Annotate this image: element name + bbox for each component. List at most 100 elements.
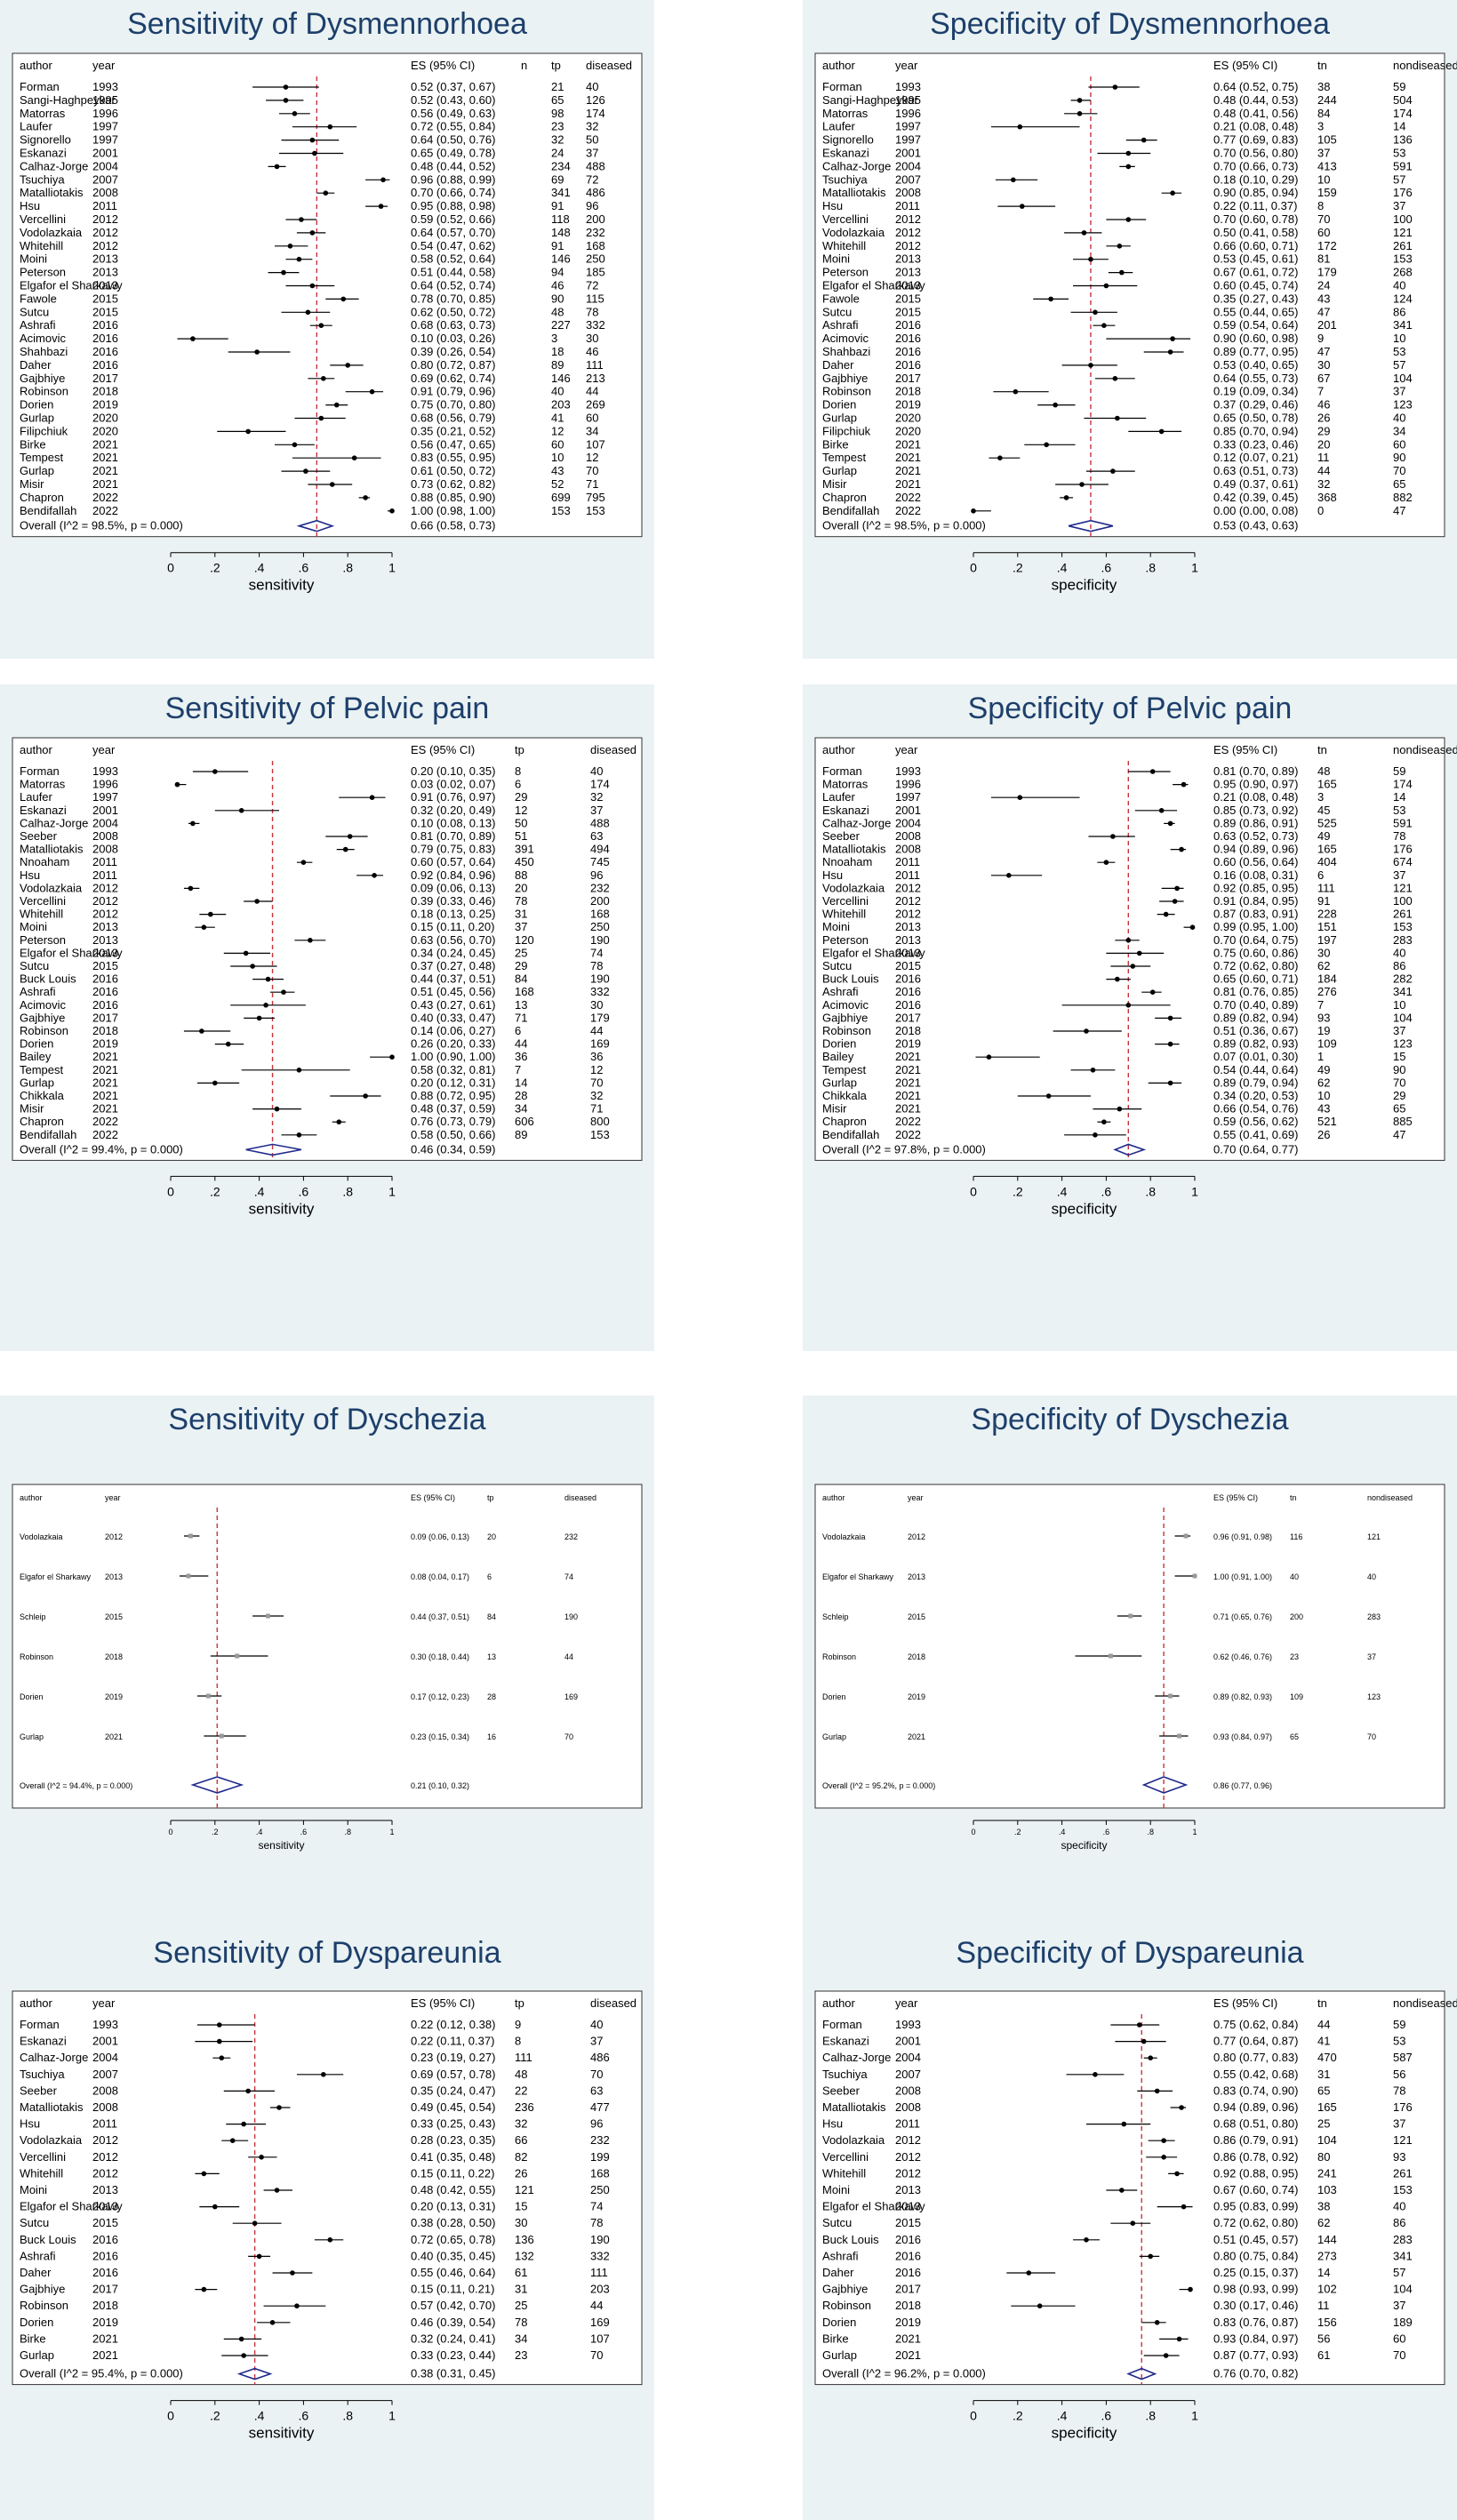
- study-count: 29: [1317, 424, 1330, 437]
- study-total: 57: [1393, 2266, 1405, 2279]
- study-total: 174: [1393, 778, 1413, 791]
- column-header: author: [822, 1996, 856, 2010]
- point-estimate: [1167, 1041, 1173, 1047]
- point-estimate: [1172, 899, 1178, 904]
- point-estimate: [1149, 769, 1156, 774]
- column-header: diseased: [590, 1996, 636, 2010]
- study-count: 159: [1317, 186, 1337, 199]
- point-estimate: [303, 468, 308, 474]
- overall-ci: 0.46 (0.34, 0.59): [411, 1142, 495, 1156]
- x-tick-label: .2: [212, 1828, 219, 1836]
- x-tick-label: .8: [1147, 1828, 1154, 1836]
- point-estimate: [1179, 846, 1184, 852]
- study-total: 14: [1393, 120, 1405, 133]
- study-author: Shahbazi: [20, 345, 68, 358]
- study-year: 2018: [895, 2299, 921, 2312]
- study-year: 2021: [895, 1089, 921, 1102]
- overall-label: Overall (I^2 = 96.2%, p = 0.000): [822, 2367, 986, 2380]
- study-ci: 0.33 (0.23, 0.46): [1213, 437, 1298, 451]
- study-diseased: 44: [586, 385, 598, 398]
- study-ci: 0.43 (0.27, 0.61): [411, 998, 495, 1012]
- study-count: 10: [1317, 1089, 1330, 1102]
- study-year: 2012: [92, 2133, 118, 2147]
- study-author: Forman: [822, 764, 862, 778]
- study-ci: 0.69 (0.62, 0.74): [411, 372, 495, 385]
- point-estimate: [256, 1015, 262, 1021]
- study-ci: 0.70 (0.66, 0.74): [411, 186, 495, 199]
- point-estimate: [216, 2022, 222, 2028]
- study-ci: 0.59 (0.56, 0.62): [1213, 1115, 1298, 1128]
- study-count: 3: [1317, 790, 1324, 804]
- study-author: Vodolazkaia: [822, 1532, 866, 1541]
- study-count: 61: [515, 2266, 527, 2279]
- study-author: Buck Louis: [822, 972, 879, 986]
- study-year: 2013: [895, 252, 921, 266]
- study-year: 2020: [92, 412, 118, 425]
- study-author: Tsuchiya: [822, 172, 868, 186]
- point-estimate: [389, 1054, 395, 1060]
- point-estimate: [1136, 950, 1142, 956]
- study-year: 2012: [895, 212, 921, 226]
- study-tp: 227: [551, 318, 571, 332]
- point-estimate: [292, 442, 298, 448]
- point-estimate: [294, 2303, 300, 2308]
- plot-area: [12, 1990, 643, 2386]
- plot-area: [814, 52, 1445, 538]
- study-count: 132: [515, 2249, 534, 2262]
- study-count: 391: [515, 843, 534, 856]
- study-ci: 0.89 (0.79, 0.94): [1213, 1076, 1298, 1089]
- study-total: 282: [1393, 972, 1413, 986]
- point-estimate: [287, 244, 293, 249]
- study-tp: 699: [551, 491, 571, 504]
- point-estimate: [1101, 1119, 1107, 1124]
- study-count: 120: [515, 933, 534, 947]
- point-estimate: [245, 2088, 251, 2094]
- x-tick-label: .2: [210, 1184, 220, 1198]
- study-count: 15: [515, 2200, 527, 2213]
- study-ci: 0.32 (0.20, 0.49): [411, 804, 495, 817]
- study-count: 48: [1317, 764, 1330, 778]
- study-diseased: 60: [586, 412, 598, 425]
- study-year: 2021: [92, 1076, 118, 1089]
- study-author: Gajbhiye: [20, 1011, 65, 1024]
- study-ci: 0.53 (0.45, 0.61): [1213, 252, 1298, 266]
- study-count: 8: [1317, 199, 1324, 212]
- study-author: Matalliotakis: [822, 843, 886, 856]
- study-ci: 0.81 (0.70, 0.89): [411, 829, 495, 843]
- study-count: 109: [1317, 1037, 1337, 1051]
- study-ci: 0.67 (0.60, 0.74): [1213, 2183, 1298, 2196]
- study-total: 74: [590, 2200, 603, 2213]
- study-total: 200: [590, 894, 610, 908]
- point-estimate: [1119, 2188, 1125, 2193]
- study-count: 31: [1317, 2068, 1330, 2081]
- study-count: 104: [1317, 2133, 1337, 2147]
- study-year: 2022: [895, 1128, 921, 1141]
- study-tp: 40: [551, 385, 564, 398]
- study-author: Matalliotakis: [20, 843, 84, 856]
- point-estimate: [1090, 1068, 1096, 1073]
- study-author: Dorien: [20, 2316, 53, 2329]
- column-header: year: [895, 1996, 918, 2010]
- study-total: 37: [1367, 1652, 1376, 1661]
- study-diseased: 168: [586, 239, 605, 252]
- study-count: 241: [1317, 2166, 1337, 2180]
- study-count: 20: [487, 1532, 496, 1541]
- study-author: Robinson: [20, 1024, 68, 1037]
- study-ci: 0.32 (0.24, 0.41): [411, 2332, 495, 2345]
- study-author: Laufer: [822, 120, 856, 133]
- x-tick-label: 1: [388, 1184, 396, 1198]
- study-ci: 0.50 (0.41, 0.58): [1213, 226, 1298, 239]
- study-diseased: 32: [586, 120, 598, 133]
- point-estimate: [1048, 296, 1053, 302]
- study-year: 2001: [92, 147, 118, 160]
- study-count: 184: [1317, 972, 1337, 986]
- study-author: Laufer: [20, 120, 53, 133]
- study-author: Peterson: [822, 266, 869, 279]
- point-estimate: [254, 899, 260, 904]
- study-total: 100: [1393, 894, 1413, 908]
- plot-area: [814, 1990, 1445, 2386]
- x-tick-label: 1: [1192, 1828, 1197, 1836]
- study-diseased: 269: [586, 398, 605, 412]
- study-author: Forman: [20, 764, 60, 778]
- study-ci: 0.85 (0.73, 0.92): [1213, 804, 1298, 817]
